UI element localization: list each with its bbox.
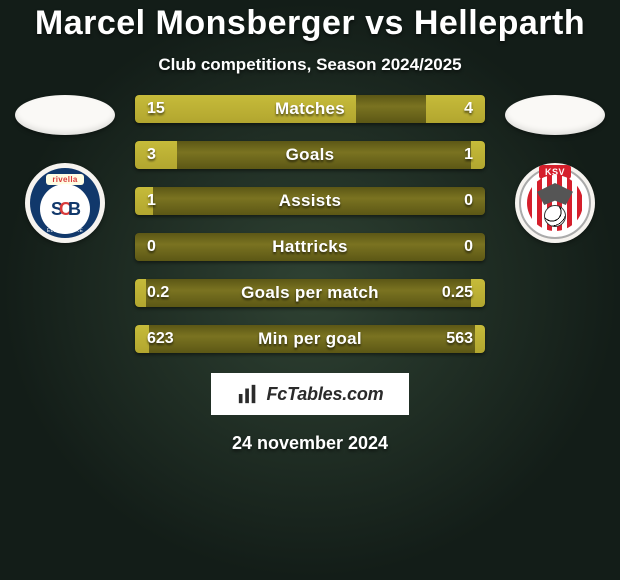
stat-label: Matches bbox=[135, 99, 485, 119]
scb-badge-bottom-text: ELLA SC BRE bbox=[47, 228, 83, 234]
stat-row: 0.2Goals per match0.25 bbox=[135, 279, 485, 307]
left-player-silhouette bbox=[15, 95, 115, 135]
stat-value-right: 0.25 bbox=[442, 284, 473, 302]
page-subtitle: Club competitions, Season 2024/2025 bbox=[158, 55, 461, 75]
attribution-text: FcTables.com bbox=[267, 384, 384, 405]
left-player-column: rivella SCB ELLA SC BRE bbox=[15, 95, 115, 243]
scb-badge-inner: SCB bbox=[40, 184, 90, 234]
stats-bars: 15Matches43Goals11Assists00Hattricks00.2… bbox=[135, 95, 485, 353]
stat-value-right: 4 bbox=[464, 100, 473, 118]
stat-row: 0Hattricks0 bbox=[135, 233, 485, 261]
attribution-badge: FcTables.com bbox=[211, 373, 410, 415]
left-club-badge: rivella SCB ELLA SC BRE bbox=[25, 163, 105, 243]
scb-badge-outer: rivella SCB ELLA SC BRE bbox=[30, 168, 100, 238]
stat-row: 1Assists0 bbox=[135, 187, 485, 215]
stat-value-right: 1 bbox=[464, 146, 473, 164]
stat-row: 623Min per goal563 bbox=[135, 325, 485, 353]
stat-value-right: 563 bbox=[446, 330, 473, 348]
bar-chart-icon bbox=[237, 383, 259, 405]
ksv-badge-stripes bbox=[527, 175, 583, 231]
stat-row: 15Matches4 bbox=[135, 95, 485, 123]
ksv-ball-icon bbox=[544, 205, 566, 227]
right-player-column: KSV bbox=[505, 95, 605, 243]
right-player-silhouette bbox=[505, 95, 605, 135]
page-title: Marcel Monsberger vs Helleparth bbox=[35, 4, 585, 43]
stat-row: 3Goals1 bbox=[135, 141, 485, 169]
comparison-card: Marcel Monsberger vs Helleparth Club com… bbox=[0, 0, 620, 580]
right-club-badge: KSV bbox=[515, 163, 595, 243]
stat-label: Assists bbox=[135, 191, 485, 211]
ksv-eagle-icon bbox=[537, 183, 573, 205]
main-row: rivella SCB ELLA SC BRE 15Matches4 3Goals… bbox=[0, 95, 620, 353]
ksv-badge-outer: KSV bbox=[519, 167, 591, 239]
stat-label: Hattricks bbox=[135, 237, 485, 257]
stat-value-right: 0 bbox=[464, 192, 473, 210]
stat-value-right: 0 bbox=[464, 238, 473, 256]
stat-label: Goals per match bbox=[135, 283, 485, 303]
stat-label: Goals bbox=[135, 145, 485, 165]
footer-date: 24 november 2024 bbox=[232, 433, 388, 454]
stat-label: Min per goal bbox=[135, 329, 485, 349]
